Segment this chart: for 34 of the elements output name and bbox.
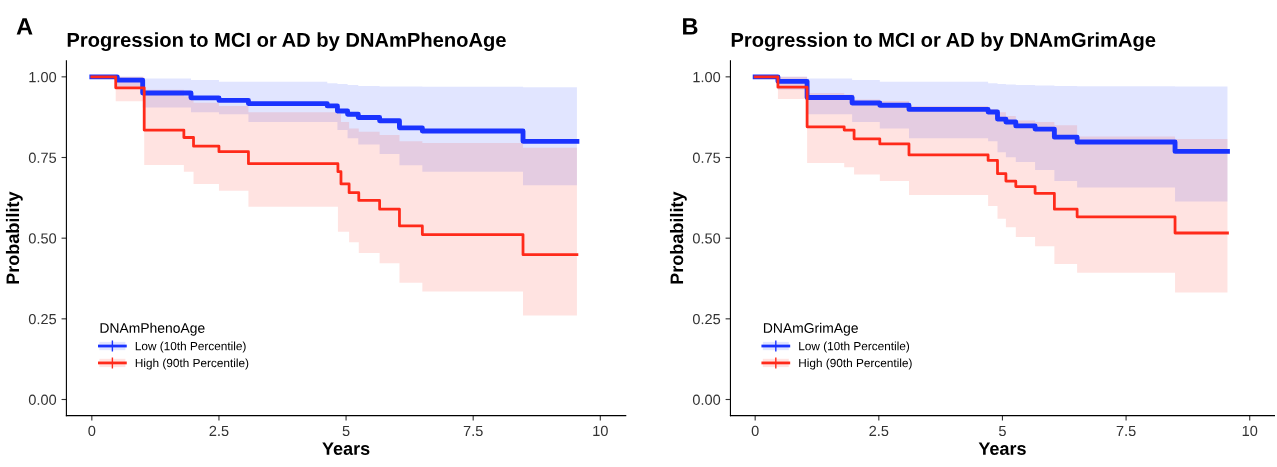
y-axis-title: Probability	[669, 191, 687, 284]
legend-title: DNAmGrimAge	[763, 322, 858, 336]
legend-title: DNAmPhenoAge	[100, 322, 205, 336]
x-tick-label: 5	[998, 425, 1006, 437]
y-tick-label: 0.75	[692, 152, 721, 163]
y-tick-label: 0.50	[692, 233, 721, 244]
x-tick-label: 0	[751, 425, 759, 437]
y-tick-label: 0.25	[692, 313, 721, 325]
x-tick-label: 10	[1242, 425, 1258, 437]
y-tick-label: 0.25	[28, 313, 57, 325]
legend-label: High (90th Percentile)	[799, 358, 912, 370]
y-tick-label: 0.75	[28, 152, 57, 163]
x-tick-label: 10	[593, 425, 608, 437]
y-axis-title: Probability	[5, 191, 23, 284]
x-tick-label: 2.5	[869, 425, 889, 437]
chart-title: Progression to MCI or AD by DNAmPhenoAge	[67, 32, 506, 52]
x-tick-label: 7.5	[1116, 425, 1136, 437]
y-tick-label: 0.00	[28, 394, 57, 405]
x-tick-label: 7.5	[463, 425, 483, 437]
legend-label: Low (10th Percentile)	[135, 341, 246, 353]
legend-label: High (90th Percentile)	[135, 358, 249, 370]
x-axis-title: Years	[978, 442, 1026, 455]
y-tick-label: 1.00	[693, 71, 721, 83]
text: A	[16, 18, 33, 35]
y-tick-label: 1.00	[29, 71, 57, 83]
x-tick-label: 2.5	[209, 425, 229, 437]
x-tick-label: 5	[342, 425, 350, 437]
legend-label: Low (10th Percentile)	[799, 341, 910, 353]
y-tick-label: 0.50	[28, 233, 57, 244]
x-axis-title: Years	[322, 442, 370, 455]
y-tick-label: 0.00	[692, 394, 721, 405]
chart-title: Progression to MCI or AD by DNAmGrimAge	[731, 32, 1156, 52]
text: B	[683, 18, 698, 35]
x-tick-label: 0	[88, 425, 96, 437]
